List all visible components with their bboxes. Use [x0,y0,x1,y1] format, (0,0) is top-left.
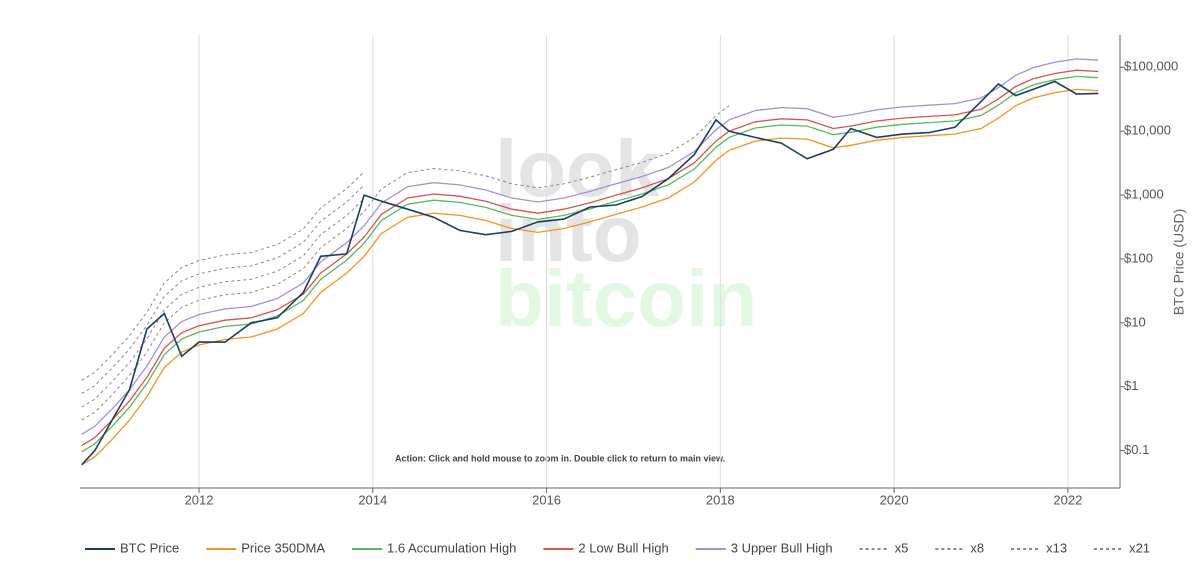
x-tick-label: 2018 [706,492,735,507]
x-tick-label: 2022 [1053,492,1082,507]
series-line [81,75,1099,453]
y-tick-label: $1,000 [1124,186,1164,201]
legend-label: x13 [1046,540,1067,555]
x-tick-label: 2012 [185,492,214,507]
series-line [81,184,365,395]
legend-label: x21 [1129,540,1150,555]
legend-label: 1.6 Accumulation High [387,540,516,555]
y-axis-label: BTC Price (USD) [1171,209,1187,316]
y-tick-label: $0.1 [1124,442,1149,457]
legend-label: x5 [895,540,909,555]
legend-label: BTC Price [120,540,179,555]
watermark: bitcoin [495,254,757,343]
annotation: Action: Click and hold mouse to zoom in.… [395,453,725,463]
watermark: look [495,124,660,213]
series-line [81,69,1099,447]
series-line [81,105,730,421]
series-line [81,80,1099,466]
y-tick-label: $100 [1124,250,1153,265]
x-tick-label: 2014 [358,492,387,507]
y-tick-label: $100,000 [1124,59,1178,74]
legend-label: Price 350DMA [241,540,325,555]
series-line [81,171,365,381]
series-line [81,198,365,408]
y-tick-label: $10,000 [1124,123,1171,138]
y-tick-label: $10 [1124,314,1146,329]
series-line [81,58,1099,435]
legend-label: x8 [970,540,984,555]
x-tick-label: 2016 [532,492,561,507]
y-tick-label: $1 [1124,378,1138,393]
x-tick-label: 2020 [880,492,909,507]
legend-label: 3 Upper Bull High [731,540,833,555]
legend-label: 2 Low Bull High [578,540,668,555]
